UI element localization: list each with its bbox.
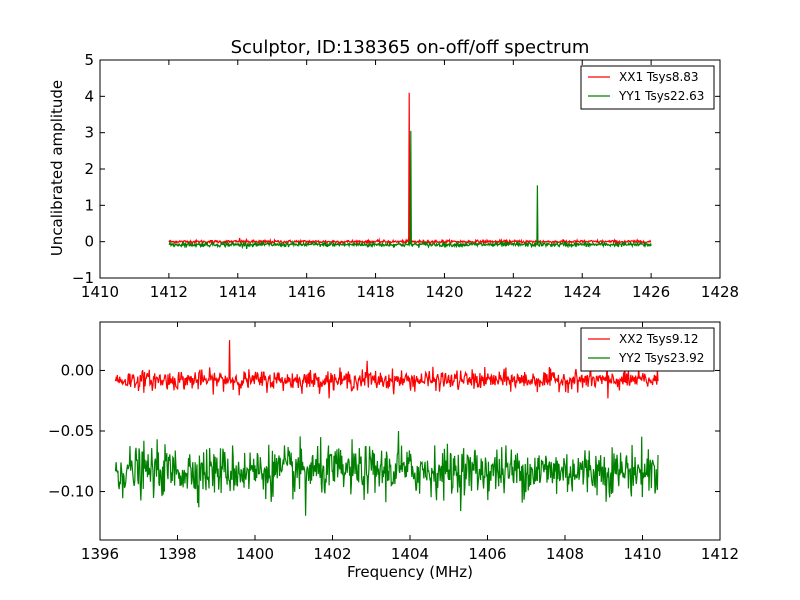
y-tick-label: 5 xyxy=(84,51,94,69)
x-tick-label: 1408 xyxy=(546,545,584,563)
legend-label: YY2 Tsys23.92 xyxy=(618,351,704,365)
top-y-axis-label: Uncalibrated amplitude xyxy=(48,80,66,256)
legend: XX2 Tsys9.12 YY2 Tsys23.92 xyxy=(580,327,715,372)
x-tick-label: 1406 xyxy=(468,545,506,563)
y-tick-label: 1 xyxy=(84,196,94,214)
y-tick-label: −0.10 xyxy=(48,483,94,501)
x-tick-label: 1412 xyxy=(701,545,739,563)
x-tick-label: 1420 xyxy=(425,283,463,301)
y-tick-label: 4 xyxy=(84,87,94,105)
x-tick-label: 1412 xyxy=(150,283,188,301)
x-tick-label: 1426 xyxy=(632,283,670,301)
bottom-plot: 1396 1398 1400 1402 1404 1406 1408 1410 1412 0.00… xyxy=(48,321,739,563)
y-tick-label: 0 xyxy=(84,233,94,251)
series-line-2 xyxy=(168,130,652,250)
top-plot: 1410 1412 1414 1416 1418 1420 1422 1424 1426 1428… xyxy=(72,51,739,301)
legend: XX1 Tsys8.83 YY1 Tsys22.63 xyxy=(580,65,715,110)
x-tick-label: 1396 xyxy=(81,545,119,563)
x-tick-label: 1402 xyxy=(313,545,351,563)
x-tick-label: 1416 xyxy=(288,283,326,301)
legend-label: YY1 Tsys22.63 xyxy=(618,89,704,103)
series-line-1 xyxy=(114,340,659,399)
x-tick-label: 1410 xyxy=(623,545,661,563)
x-tick-label: 1422 xyxy=(494,283,532,301)
legend-label: XX2 Tsys9.12 xyxy=(619,332,699,346)
y-tick-label: −0.05 xyxy=(48,422,94,440)
legend-label: XX1 Tsys8.83 xyxy=(619,70,699,84)
y-tick-label: 3 xyxy=(84,124,94,142)
y-tick-label: 2 xyxy=(84,160,94,178)
y-tick-label: 0.00 xyxy=(61,361,94,379)
x-tick-label: 1404 xyxy=(391,545,429,563)
x-tick-label: 1400 xyxy=(236,545,274,563)
x-tick-label: 1398 xyxy=(158,545,196,563)
x-tick-label: 1424 xyxy=(563,283,601,301)
x-tick-label: 1418 xyxy=(356,283,394,301)
x-tick-label: 1414 xyxy=(219,283,257,301)
bottom-x-axis-label: Frequency (MHz) xyxy=(347,563,473,581)
x-tick-label: 1410 xyxy=(81,283,119,301)
x-tick-label: 1428 xyxy=(701,283,739,301)
series-line-2 xyxy=(114,430,659,516)
y-tick-label: −1 xyxy=(72,269,94,287)
chart-title: Sculptor, ID:138365 on-off/off spectrum xyxy=(231,37,590,58)
